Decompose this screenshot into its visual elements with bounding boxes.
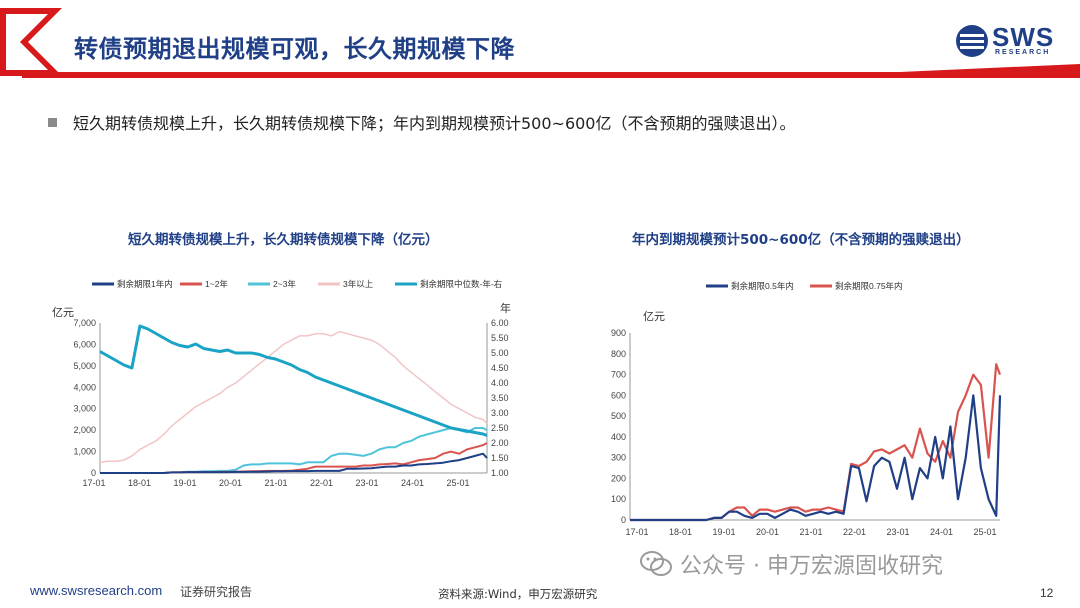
y-right-tick: 3.00 [491, 408, 509, 418]
y-right-tick: 6.00 [491, 318, 509, 328]
x-tick: 22-01 [843, 527, 866, 537]
y-left-tick: 6,000 [73, 339, 96, 349]
x-tick: 24-01 [401, 478, 424, 488]
series-line-0 [630, 394, 1002, 522]
y-left-tick: 0 [91, 468, 96, 478]
y-right-tick: 1.00 [491, 468, 509, 478]
legend-label-3: 3年以上 [343, 279, 374, 289]
footer-report-label: 证券研究报告 [180, 585, 253, 599]
x-tick: 17-01 [625, 527, 648, 537]
x-tick: 23-01 [355, 478, 378, 488]
sws-logo-icon [956, 25, 988, 57]
footer-source: 资料来源:Wind，申万宏源研究 [438, 587, 598, 601]
x-tick: 18-01 [128, 478, 151, 488]
y-tick: 300 [611, 453, 626, 463]
y-right-tick: 3.50 [491, 393, 509, 403]
y-right-unit: 年 [500, 301, 511, 315]
chart1-title: 短久期转债规模上升，长久期转债规模下降（亿元） [128, 232, 439, 248]
summary-bullet: 短久期转债规模上升，长久期转债规模下降；年内到期规模预计500~600亿（不含预… [48, 110, 796, 134]
y-tick: 800 [611, 349, 626, 359]
y-tick: 600 [611, 390, 626, 400]
series-line-0 [100, 452, 488, 474]
x-tick: 17-01 [82, 478, 105, 488]
wechat-icon [640, 551, 672, 576]
chart1-svg: 剩余期限1年内 1~2年 2~3年 3年以上 剩余期限中位数-年-右亿元 年 0 1,000 2… [52, 279, 511, 488]
summary-text: 短久期转债规模上升，长久期转债规模下降；年内到期规模预计500~600亿（不含预… [73, 114, 796, 133]
x-tick: 25-01 [446, 478, 469, 488]
y-right-tick: 4.50 [491, 363, 509, 373]
y-left-tick: 4,000 [73, 382, 96, 392]
x-tick: 20-01 [756, 527, 779, 537]
y-tick: 900 [611, 328, 626, 338]
legend-label-0: 剩余期限1年内 [117, 279, 173, 289]
y-right-tick: 5.00 [491, 348, 509, 358]
series-line-1 [630, 363, 1002, 522]
x-tick: 19-01 [712, 527, 735, 537]
header-white-chevron [6, 14, 48, 70]
x-tick: 21-01 [799, 527, 822, 537]
legend-label-2: 2~3年 [273, 279, 296, 289]
y-tick: 700 [611, 370, 626, 380]
y-left-tick: 7,000 [73, 318, 96, 328]
legend-label-0: 剩余期限0.5年内 [731, 281, 794, 291]
footer-url-link[interactable]: www.swsresearch.com [30, 583, 163, 598]
header-underline [22, 72, 1080, 78]
y-right-tick: 1.50 [491, 453, 509, 463]
y-left-tick: 3,000 [73, 404, 96, 414]
legend-label-1: 剩余期限0.75年内 [835, 281, 903, 291]
y-tick: 500 [611, 411, 626, 421]
sws-logo: SWS RESEARCH [955, 22, 1065, 62]
bullet-square-icon [48, 117, 57, 127]
watermark: 公众号 · 申万宏源固收研究 [640, 548, 943, 580]
slide-header: 转债预期退出规模可观，长久期规模下降 SWS RESEARCH [0, 0, 1080, 80]
y-tick: 100 [611, 494, 626, 504]
series-line-2 [100, 427, 488, 474]
watermark-text: 公众号 · 申万宏源固收研究 [680, 554, 943, 579]
logo-text: SWS [992, 22, 1055, 52]
series-line-3 [99, 330, 488, 464]
x-tick: 19-01 [173, 478, 196, 488]
x-tick: 22-01 [310, 478, 333, 488]
y-right-tick: 5.50 [491, 333, 509, 343]
y-left-tick: 5,000 [73, 361, 96, 371]
series-line-1 [100, 442, 488, 474]
y-left-tick: 2,000 [73, 425, 96, 435]
page-title: 转债预期退出规模可观，长久期规模下降 [74, 35, 515, 63]
chart2-title: 年内到期规模预计500~600亿（不含预期的强赎退出） [632, 232, 970, 248]
y-tick: 200 [611, 473, 626, 483]
y-left-unit: 亿元 [52, 306, 74, 319]
x-tick: 20-01 [219, 478, 242, 488]
x-tick: 25-01 [973, 527, 996, 537]
y-left-tick: 1,000 [73, 447, 96, 457]
y-right-tick: 4.00 [491, 378, 509, 388]
legend-label-4: 剩余期限中位数-年-右 [420, 279, 502, 289]
page-number: 12 [1040, 586, 1054, 600]
x-tick: 18-01 [669, 527, 692, 537]
logo-subtext: RESEARCH [995, 49, 1051, 56]
series-line-4 [99, 324, 488, 437]
y-tick: 0 [621, 515, 626, 525]
x-tick: 24-01 [930, 527, 953, 537]
legend-label-1: 1~2年 [205, 279, 228, 289]
x-tick: 21-01 [264, 478, 287, 488]
header-underline-wedge [900, 64, 1080, 72]
y-right-tick: 2.50 [491, 423, 509, 433]
y-tick: 400 [611, 432, 626, 442]
header-bars [0, 8, 1080, 78]
x-tick: 23-01 [886, 527, 909, 537]
y-right-tick: 2.00 [491, 438, 509, 448]
y-unit: 亿元 [643, 310, 665, 323]
